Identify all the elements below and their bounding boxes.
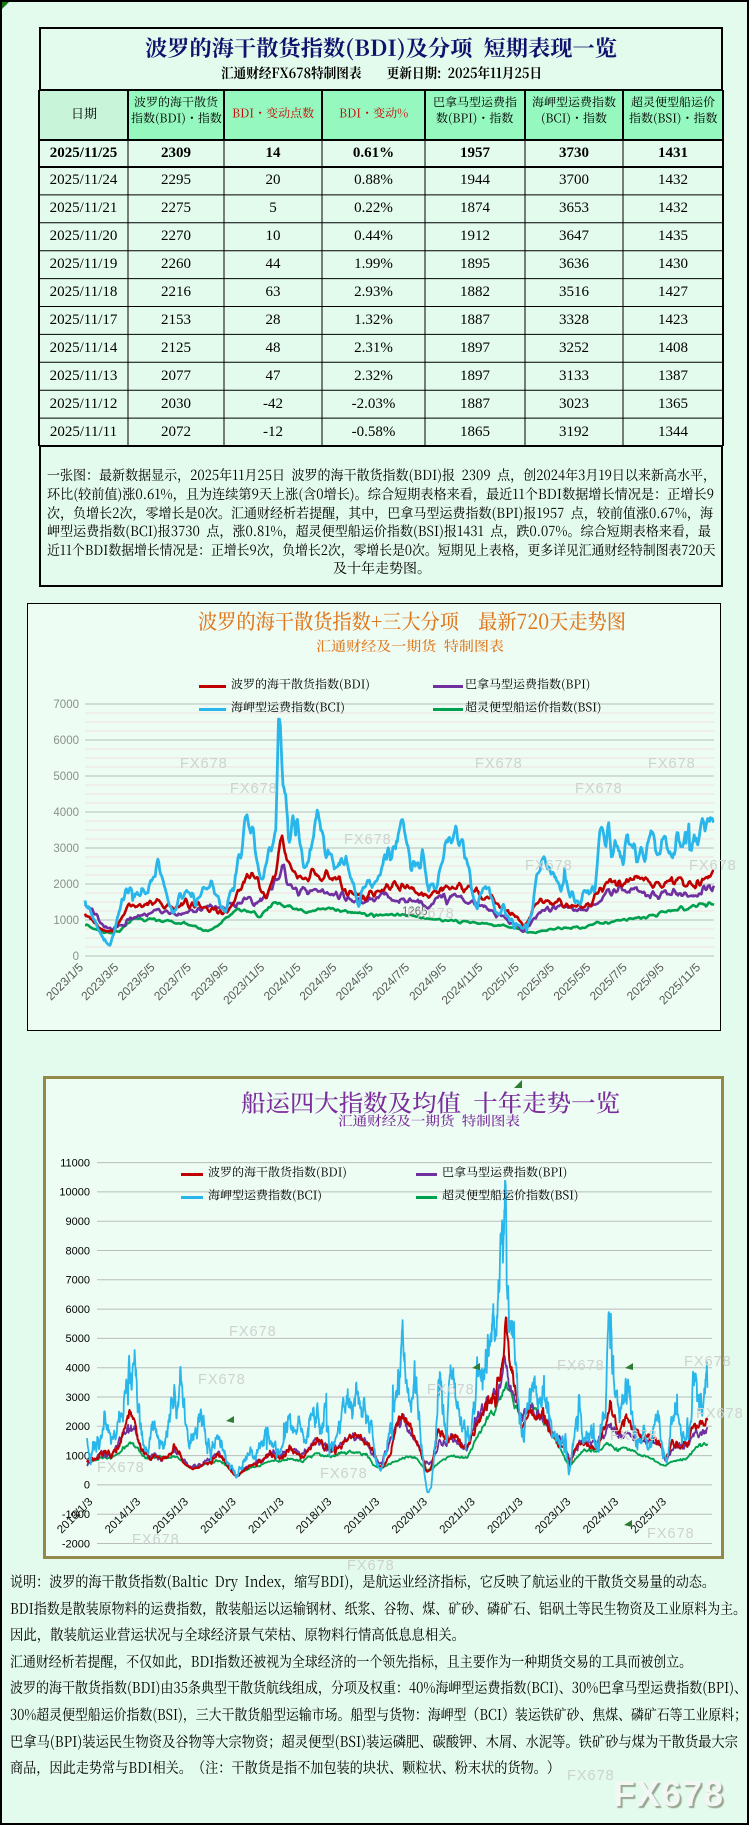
svg-text:1265: 1265 [402,906,428,918]
svg-text:0: 0 [73,951,79,963]
svg-text:7000: 7000 [66,1275,90,1287]
svg-text:4000: 4000 [66,1363,90,1375]
svg-text:6000: 6000 [53,735,79,747]
svg-text:4000: 4000 [53,807,79,819]
svg-text:5000: 5000 [66,1333,90,1345]
svg-text:-2000: -2000 [62,1538,90,1550]
svg-text:0: 0 [84,1480,90,1492]
svg-text:3000: 3000 [66,1392,90,1404]
svg-text:1000: 1000 [53,915,79,927]
svg-text:9000: 9000 [66,1216,90,1228]
svg-text:2000: 2000 [66,1421,90,1433]
svg-text:7000: 7000 [53,699,79,711]
svg-text:6000: 6000 [66,1304,90,1316]
svg-text:3000: 3000 [53,843,79,855]
svg-text:5000: 5000 [53,771,79,783]
svg-text:11000: 11000 [60,1157,90,1169]
svg-text:8000: 8000 [66,1245,90,1257]
svg-text:10000: 10000 [59,1187,90,1199]
svg-text:1000: 1000 [66,1450,90,1462]
svg-text:-1000: -1000 [62,1509,90,1521]
svg-text:2000: 2000 [53,879,79,891]
